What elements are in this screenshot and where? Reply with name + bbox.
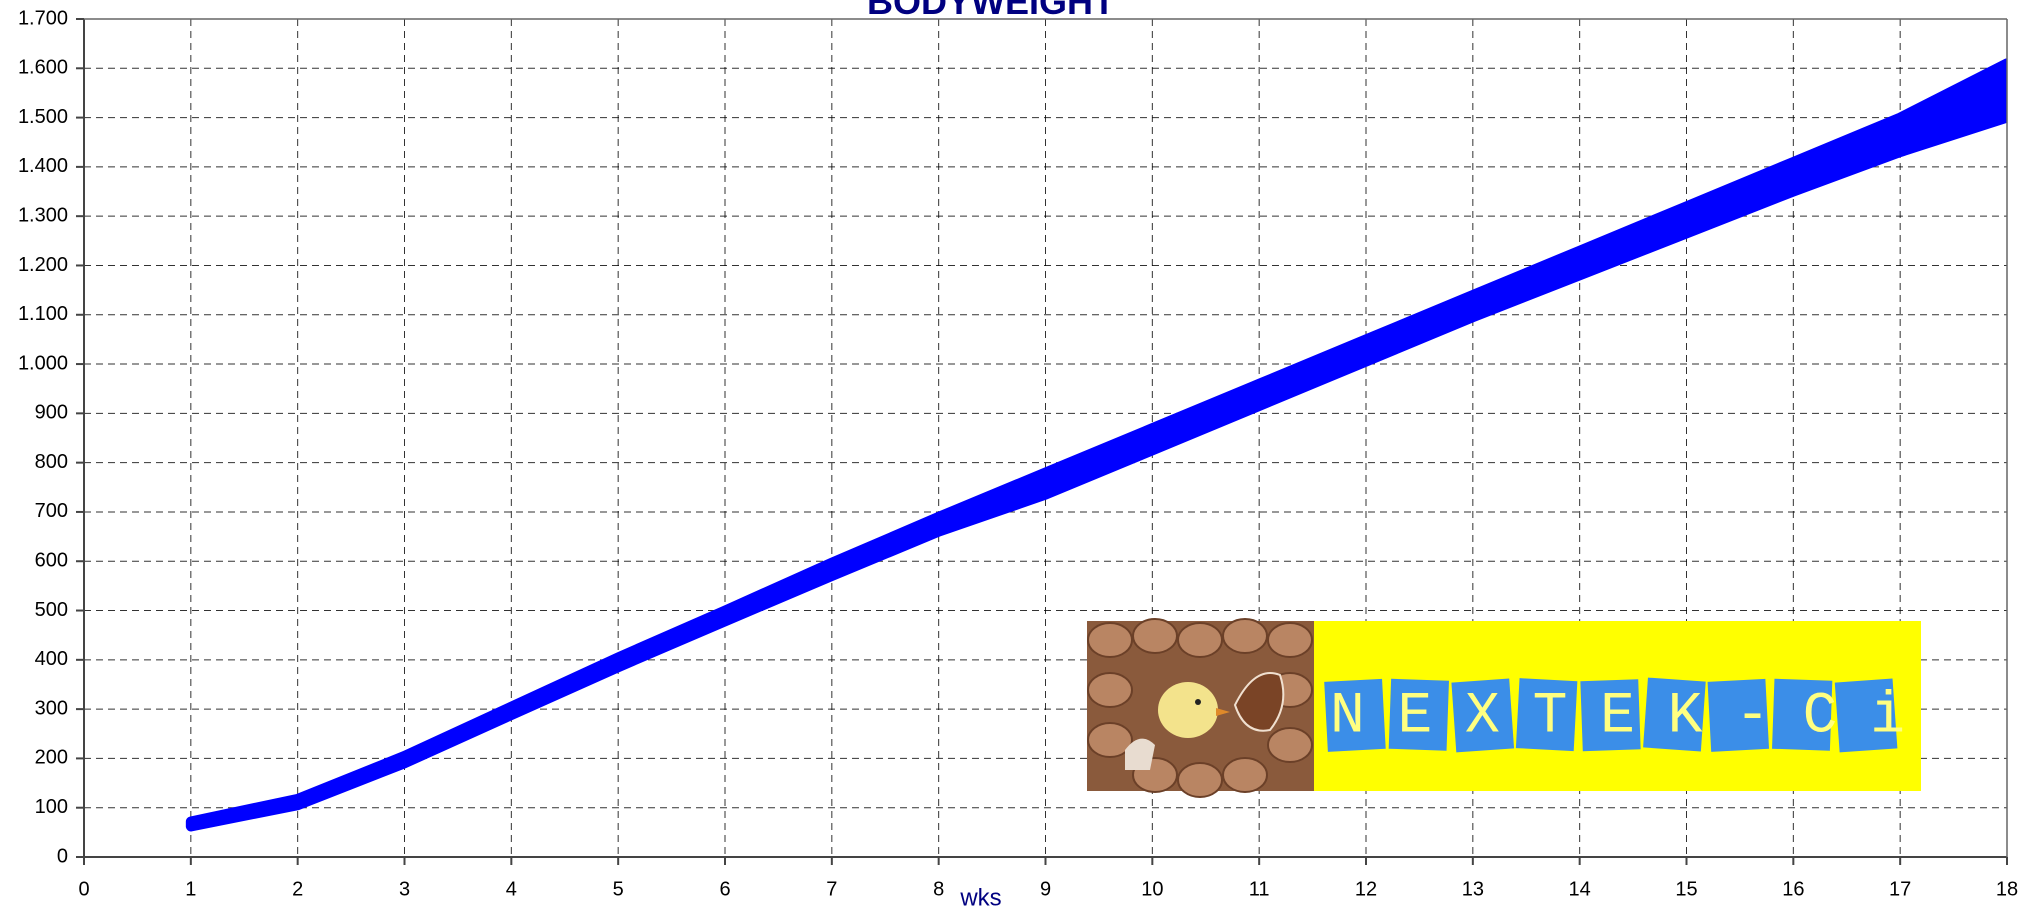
x-tick-label: 1 bbox=[185, 878, 196, 900]
y-tick-label: 1.700 bbox=[18, 7, 68, 29]
y-tick-label: 1.500 bbox=[18, 106, 68, 128]
logo-text: NEXTEK-Ci bbox=[1330, 684, 1905, 749]
y-tick-label: 700 bbox=[35, 500, 68, 522]
x-tick-label: 4 bbox=[506, 878, 517, 900]
x-tick-label: 0 bbox=[78, 878, 89, 900]
y-tick-label: 600 bbox=[35, 550, 68, 572]
y-tick-label: 1.600 bbox=[18, 57, 68, 79]
y-tick-label: 400 bbox=[35, 648, 68, 670]
y-tick-label: 0 bbox=[57, 845, 68, 867]
x-tick-label: 11 bbox=[1249, 878, 1270, 900]
x-tick-label: 9 bbox=[1040, 878, 1051, 900]
y-tick-label: 1.400 bbox=[18, 155, 68, 177]
logo: NEXTEK-Ci bbox=[1087, 619, 1921, 797]
x-tick-label: 3 bbox=[399, 878, 410, 900]
x-tick-label: 13 bbox=[1462, 878, 1484, 900]
x-tick-label: 2 bbox=[292, 878, 303, 900]
y-tick-label: 800 bbox=[35, 451, 68, 473]
y-tick-label: 100 bbox=[35, 796, 68, 818]
x-tick-label: 18 bbox=[1996, 878, 2018, 900]
x-tick-label: 15 bbox=[1675, 878, 1697, 900]
y-tick-label: 900 bbox=[35, 402, 68, 424]
x-tick-label: 8 bbox=[933, 878, 944, 900]
chart-title: BODYWEIGHT bbox=[867, 0, 1115, 22]
y-tick-label: 300 bbox=[35, 697, 68, 719]
x-tick-label: 17 bbox=[1889, 878, 1911, 900]
x-tick-label: 6 bbox=[719, 878, 730, 900]
y-tick-label: 1.100 bbox=[18, 303, 68, 325]
x-tick-label: 7 bbox=[826, 878, 837, 900]
x-tick-label: 14 bbox=[1569, 878, 1591, 900]
y-tick-label: 500 bbox=[35, 599, 68, 621]
y-tick-label: 200 bbox=[35, 747, 68, 769]
x-tick-label: 16 bbox=[1782, 878, 1804, 900]
y-tick-label: 1.000 bbox=[18, 352, 68, 374]
chart: NEXTEK-Ci 01002003004005006007008009001.… bbox=[0, 0, 2024, 909]
y-tick-label: 1.200 bbox=[18, 254, 68, 276]
x-axis-label: wks bbox=[959, 884, 1001, 909]
x-tick-label: 5 bbox=[613, 878, 624, 900]
y-tick-label: 1.300 bbox=[18, 204, 68, 226]
x-tick-label: 12 bbox=[1355, 878, 1377, 900]
x-tick-label: 10 bbox=[1141, 878, 1163, 900]
